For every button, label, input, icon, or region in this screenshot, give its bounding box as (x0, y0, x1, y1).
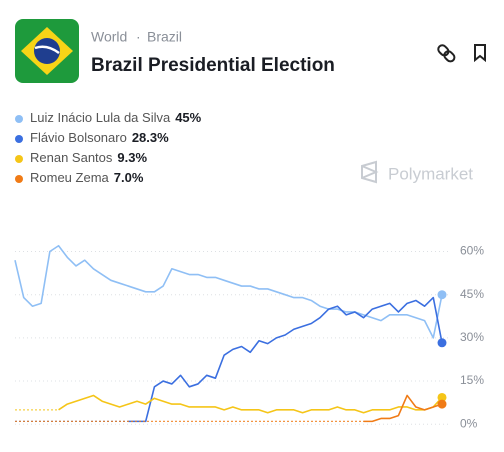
link-icon[interactable] (437, 44, 456, 63)
y-tick-label: 30% (460, 330, 484, 344)
legend-value: 9.3% (117, 150, 147, 165)
legend-dot (15, 135, 23, 143)
legend-name: Luiz Inácio Lula da Silva (30, 110, 171, 125)
y-tick-label: 45% (460, 287, 484, 301)
legend-dot (15, 175, 23, 183)
title: Brazil Presidential Election (91, 55, 335, 76)
legend-entry: Romeu Zema 7.0% (30, 170, 144, 185)
current-dot (437, 290, 447, 300)
legend-name: Renan Santos (30, 150, 113, 165)
legend-name: Flávio Bolsonaro (30, 130, 127, 145)
legend-entry: Luiz Inácio Lula da Silva 45% (30, 110, 202, 125)
series-line (14, 244, 443, 339)
series-line (128, 296, 443, 423)
current-dot (437, 399, 447, 409)
y-tick-label: 15% (460, 373, 484, 387)
current-dot (437, 392, 447, 402)
brand-name: Polymarket (388, 164, 473, 183)
breadcrumb[interactable]: World (91, 29, 127, 45)
breadcrumb[interactable]: Brazil (147, 29, 182, 45)
series-line (363, 394, 443, 423)
legend-dot (15, 155, 23, 163)
series-line (58, 394, 443, 414)
legend-entry: Renan Santos 9.3% (30, 150, 147, 165)
legend-name: Romeu Zema (30, 170, 110, 185)
current-dot (437, 338, 447, 348)
brand: Polymarket (361, 160, 473, 183)
legend-dot (15, 115, 23, 123)
legend-value: 45% (175, 110, 201, 125)
bookmark-icon[interactable] (474, 44, 486, 63)
legend-entry: Flávio Bolsonaro 28.3% (30, 130, 169, 145)
flag (15, 19, 79, 83)
legend-value: 7.0% (114, 170, 144, 185)
y-tick-label: 60% (460, 244, 484, 258)
breadcrumb-separator: · (136, 29, 141, 45)
legend-value: 28.3% (132, 130, 169, 145)
y-tick-label: 0% (460, 416, 478, 430)
